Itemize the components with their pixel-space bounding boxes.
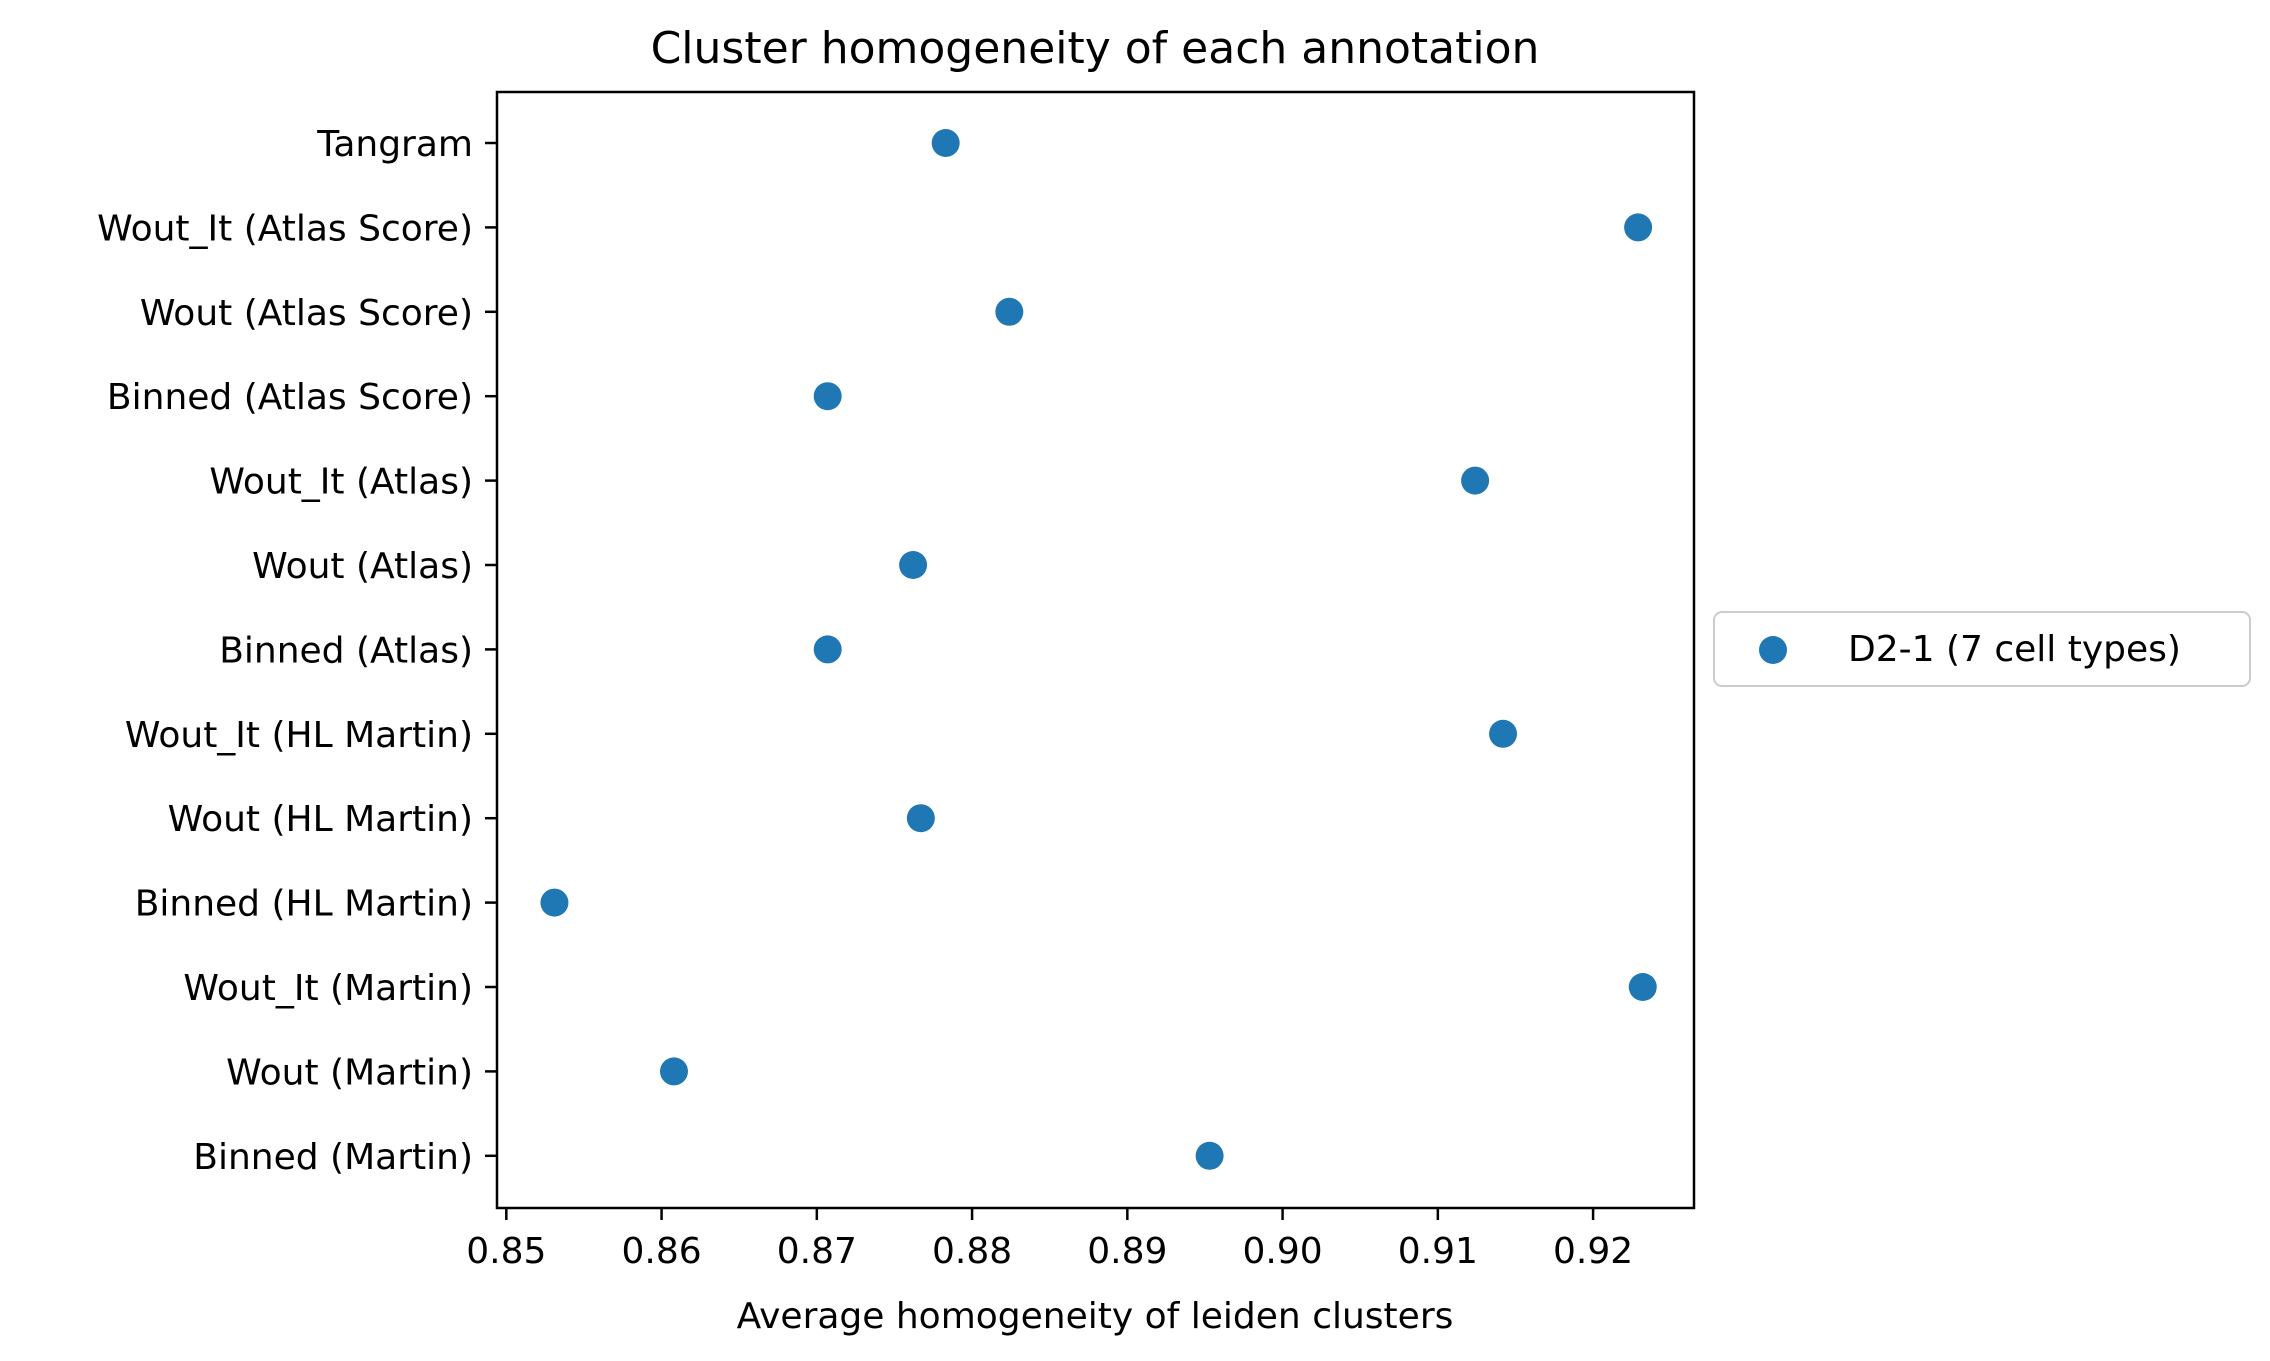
x-axis-label: Average homogeneity of leiden clusters	[737, 1296, 1454, 1337]
data-point	[1461, 466, 1490, 495]
data-point	[1628, 973, 1657, 1001]
data-point	[931, 129, 960, 157]
legend-label: D2-1 (7 cell types)	[1848, 629, 2181, 670]
data-point	[540, 888, 569, 917]
chart-title: Cluster homogeneity of each annotation	[651, 23, 1540, 74]
data-point	[1489, 719, 1518, 748]
data-point	[659, 1057, 688, 1086]
y-tick-label: Binned (Atlas)	[219, 630, 473, 671]
legend: D2-1 (7 cell types)	[1713, 611, 2251, 687]
data-point	[813, 635, 842, 664]
y-tick-label: Wout_It (Atlas)	[209, 462, 473, 503]
y-tick-label: Wout_It (Martin)	[183, 968, 473, 1009]
x-tick-label: 0.86	[621, 1231, 701, 1272]
data-point	[899, 551, 928, 579]
legend-box	[1713, 611, 2251, 687]
y-tick-label: Wout (Atlas)	[252, 546, 473, 587]
y-tick-label: Tangram	[316, 124, 473, 165]
y-tick-label: Binned (Martin)	[193, 1137, 473, 1178]
data-point	[906, 804, 935, 833]
data-point	[995, 297, 1024, 326]
data-points	[540, 129, 1657, 1170]
plot-area	[495, 90, 1696, 1210]
x-tick-label: 0.89	[1087, 1231, 1167, 1272]
y-tick-label: Wout_It (HL Martin)	[125, 715, 473, 756]
data-point	[1195, 1141, 1224, 1170]
x-tick-label: 0.85	[466, 1231, 546, 1272]
x-tick-label: 0.92	[1553, 1231, 1633, 1272]
y-tick-label: Wout (HL Martin)	[168, 799, 473, 840]
legend-marker	[1759, 636, 1787, 664]
x-tick-label: 0.88	[932, 1231, 1012, 1272]
y-tick-label: Wout (Martin)	[226, 1052, 473, 1093]
x-tick-label: 0.91	[1398, 1231, 1478, 1272]
x-axis: 0.85 0.86 0.87 0.88 0.89 0.90 0.91 0.92	[466, 1208, 1633, 1272]
y-tick-label: Wout_It (Atlas Score)	[97, 208, 473, 249]
data-point	[1624, 213, 1653, 242]
x-tick-label: 0.87	[777, 1231, 857, 1272]
y-axis: Tangram Wout_It (Atlas Score) Wout (Atlas …	[97, 124, 497, 1178]
y-tick-label: Wout (Atlas Score)	[140, 293, 473, 334]
y-tick-label: Binned (HL Martin)	[135, 884, 473, 925]
x-tick-label: 0.90	[1243, 1231, 1323, 1272]
y-tick-label: Binned (Atlas Score)	[107, 377, 473, 418]
data-point	[813, 382, 842, 411]
